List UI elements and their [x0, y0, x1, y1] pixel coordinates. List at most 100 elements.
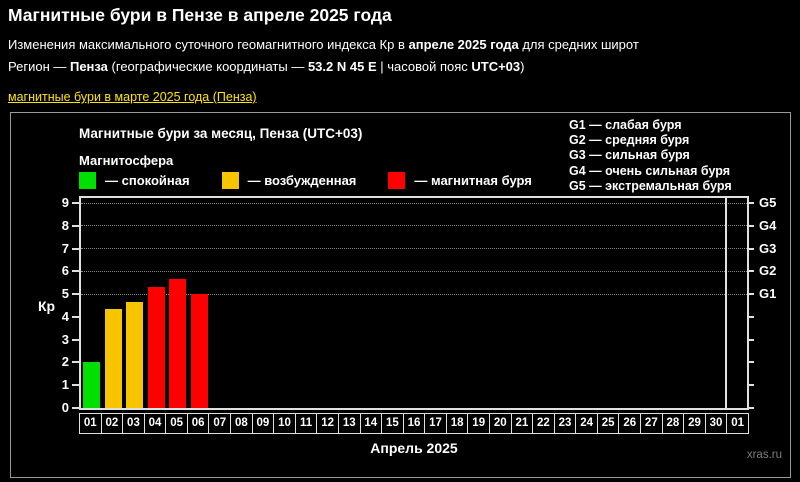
- x-axis-day-row: 01 02 03 04 05 06 07 08 09 10 11 12 13 14 15 16 17 18 19 20…: [79, 413, 749, 434]
- y-axis-tick-3: [72, 338, 79, 341]
- bar-day-06: [190, 294, 208, 408]
- right-axis-tick-3: [747, 338, 754, 341]
- coords-value: 53.2 N 45 E: [307, 59, 377, 74]
- legend-item-storm: — магнитная буря: [388, 172, 532, 189]
- timezone-value: UTC+03: [471, 59, 521, 74]
- day-label-29: 29: [683, 413, 706, 434]
- chart-container: Магнитные бури за месяц, Пенза (UTC+03) …: [10, 112, 791, 478]
- day-label-12: 12: [316, 413, 339, 434]
- bar-day-05: [169, 278, 187, 408]
- y-axis-tick-6: [72, 270, 79, 273]
- y-axis-tick-0: [72, 407, 79, 409]
- y-axis-tick-label-3: 3: [61, 331, 69, 347]
- g2-legend-line: G2 — средняя буря: [569, 133, 690, 148]
- day-label-next-month-01: 01: [726, 413, 749, 434]
- magnetosphere-legend: — спокойная — возбужденная — магнитная б…: [79, 172, 532, 189]
- y-axis-tick-9: [72, 202, 79, 204]
- day-label-18: 18: [445, 413, 469, 434]
- right-axis-label-G2: G2: [759, 263, 777, 279]
- right-axis-tick-7: [747, 247, 754, 250]
- y-axis-tick-2: [72, 361, 79, 364]
- y-axis-tick-label-5: 5: [61, 286, 69, 302]
- day-label-02: 02: [100, 413, 124, 434]
- day-label-07: 07: [208, 413, 232, 434]
- day-label-20: 20: [488, 413, 512, 434]
- day-label-04: 04: [143, 413, 167, 434]
- y-axis-tick-label-7: 7: [61, 240, 69, 256]
- subtitle-line1-tail: для средних широт: [518, 37, 639, 52]
- day-label-05: 05: [165, 413, 188, 434]
- subtitle-line1-bold: апреле 2025 года: [408, 37, 519, 52]
- right-axis-tick-9: [747, 202, 754, 204]
- day-label-17: 17: [424, 413, 447, 434]
- g3-legend-line: G3 — сильная буря: [569, 148, 690, 163]
- right-axis-tick-2: [747, 361, 754, 364]
- day-label-11: 11: [294, 413, 318, 434]
- day-label-30: 30: [704, 413, 728, 434]
- y-axis-tick-label-1: 1: [61, 377, 69, 393]
- legend-item-excited: — возбужденная: [221, 172, 357, 189]
- day-label-09: 09: [251, 413, 275, 434]
- day-label-21: 21: [510, 413, 534, 434]
- gridline-kp7: [81, 248, 747, 250]
- day-label-13: 13: [337, 413, 361, 434]
- right-axis-label-G5: G5: [759, 195, 777, 210]
- y-axis-tick-5: [72, 293, 79, 296]
- g4-legend-line: G4 — очень сильная буря: [569, 163, 730, 178]
- right-axis-tick-8: [747, 224, 754, 227]
- y-axis-tick-1: [72, 384, 79, 387]
- g1-legend-line: G1 — слабая буря: [569, 118, 682, 132]
- y-axis-tick-label-2: 2: [61, 354, 69, 370]
- legend-label-excited: — возбужденная: [247, 173, 357, 188]
- right-axis-label-G4: G4: [759, 217, 777, 233]
- timezone-prefix: | часовой пояс: [376, 59, 472, 74]
- bar-day-04: [147, 286, 165, 408]
- legend-item-quiet: — спокойная: [79, 172, 190, 189]
- bar-day-02: [104, 309, 122, 408]
- right-axis-tick-4: [747, 315, 754, 318]
- legend-swatch-storm: [388, 172, 406, 189]
- month-separator-line: [724, 198, 727, 408]
- watermark: xras.ru: [746, 449, 782, 461]
- y-axis-tick-label-9: 9: [61, 195, 69, 210]
- right-axis-label-G3: G3: [759, 240, 777, 256]
- y-axis-tick-label-6: 6: [61, 263, 69, 279]
- day-label-03: 03: [122, 413, 145, 434]
- day-label-24: 24: [575, 413, 598, 434]
- chart-title: Магнитные бури за месяц, Пенза (UTC+03): [79, 126, 363, 141]
- subtitle-line1-text: Изменения максимального суточного геомаг…: [8, 37, 409, 52]
- right-axis-tick-1: [747, 384, 754, 387]
- day-label-06: 06: [186, 413, 210, 434]
- gridline-kp6: [81, 270, 747, 272]
- gridline-kp9: [81, 202, 747, 204]
- y-axis-tick-label-8: 8: [61, 217, 69, 233]
- bar-day-01: [83, 362, 101, 408]
- legend-swatch-quiet: [79, 172, 96, 189]
- gridline-kp8: [81, 225, 747, 227]
- g-scale-legend: G1 — слабая буря G2 — средняя буря G3 — …: [569, 118, 732, 194]
- subtitle-line1: Изменения максимального суточного геомаг…: [8, 37, 639, 52]
- day-label-22: 22: [532, 413, 555, 434]
- day-label-26: 26: [618, 413, 642, 434]
- day-label-27: 27: [640, 413, 663, 434]
- y-axis-tick-7: [72, 247, 79, 250]
- day-label-23: 23: [553, 413, 577, 434]
- day-label-28: 28: [661, 413, 685, 434]
- right-axis-tick-6: [747, 270, 754, 273]
- x-axis-label: Апрель 2025: [370, 440, 458, 456]
- g5-legend-line: G5 — экстремальная буря: [569, 178, 732, 193]
- previous-month-link[interactable]: магнитные бури в марте 2025 года (Пенза): [8, 90, 257, 104]
- legend-label-storm: — магнитная буря: [414, 173, 532, 188]
- day-label-08: 08: [230, 413, 253, 434]
- day-label-01: 01: [79, 413, 102, 434]
- day-label-25: 25: [596, 413, 620, 434]
- y-axis-tick-4: [72, 315, 79, 318]
- region-prefix: Регион —: [8, 59, 70, 74]
- day-label-15: 15: [381, 413, 404, 434]
- y-axis-label: Кр: [38, 298, 56, 314]
- right-axis-tick-5: [747, 293, 754, 296]
- day-label-10: 10: [273, 413, 296, 434]
- page-title: Магнитные бури в Пензе в апреле 2025 год…: [8, 5, 392, 25]
- y-axis-tick-label-4: 4: [61, 308, 69, 324]
